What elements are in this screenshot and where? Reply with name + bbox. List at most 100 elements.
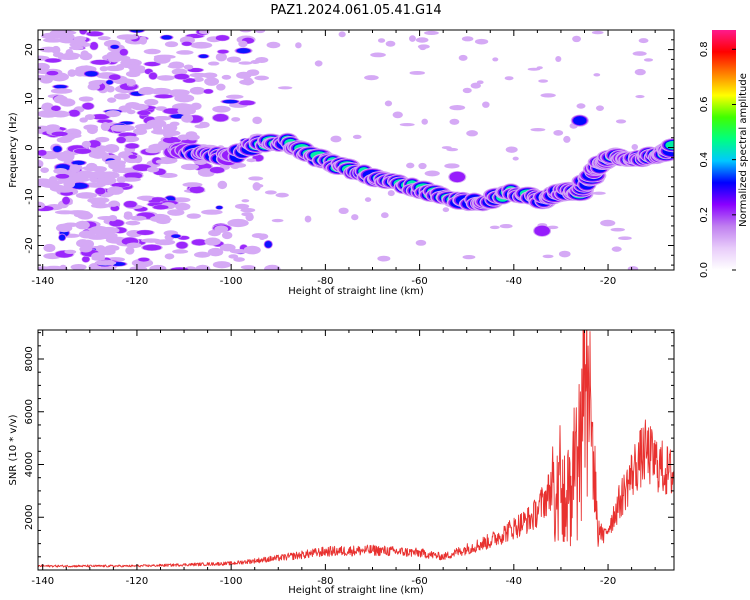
noise-blob — [183, 64, 194, 70]
noise-blob — [591, 30, 604, 35]
noise-blob — [71, 182, 88, 189]
noise-blob — [215, 52, 227, 62]
noise-blob — [595, 105, 604, 111]
noise-blob — [415, 239, 427, 246]
noise-blob — [90, 203, 111, 209]
noise-blob — [150, 87, 172, 95]
noise-blob — [408, 35, 416, 42]
noise-blob — [75, 192, 98, 199]
noise-blob — [43, 37, 64, 43]
noise-blob — [364, 75, 379, 81]
y-tick-label: 8000 — [24, 346, 35, 371]
noise-blob — [415, 37, 429, 43]
noise-blob — [59, 234, 66, 241]
noise-blob — [126, 109, 136, 115]
noise-blob — [170, 267, 189, 270]
noise-blob — [183, 78, 196, 83]
noise-blob — [482, 101, 490, 108]
noise-blob — [43, 243, 56, 253]
noise-blob — [79, 52, 93, 61]
noise-blob — [78, 96, 94, 102]
snr-y-axis-label: SNR (10 * v/v) — [8, 414, 19, 485]
noise-blob — [242, 77, 254, 86]
noise-blob — [418, 162, 427, 170]
x-tick-label: -60 — [411, 576, 427, 587]
noise-blob — [444, 163, 460, 169]
noise-blob — [95, 245, 106, 253]
noise-blob — [243, 245, 261, 255]
noise-blob — [239, 30, 252, 33]
noise-blob — [176, 50, 194, 55]
noise-blob — [95, 176, 117, 186]
secondary-blob — [534, 225, 550, 237]
noise-blob — [58, 33, 75, 41]
noise-blob — [226, 56, 242, 63]
noise-blob — [45, 124, 61, 131]
noise-blob — [87, 197, 105, 204]
noise-blob — [85, 162, 98, 172]
noise-blob — [314, 60, 323, 67]
noise-blob — [632, 51, 647, 56]
noise-blob — [109, 219, 124, 227]
noise-blob — [461, 36, 474, 42]
noise-blob — [132, 164, 152, 171]
noise-blob — [610, 227, 625, 232]
noise-blob — [555, 56, 562, 62]
noise-blob — [462, 87, 472, 94]
noise-blob — [250, 60, 261, 64]
noise-blob — [217, 180, 228, 190]
noise-blob — [45, 58, 61, 63]
noise-blob — [123, 211, 133, 217]
noise-blob — [110, 44, 119, 49]
noise-blob — [107, 97, 117, 103]
noise-blob — [85, 71, 98, 77]
noise-blob — [222, 99, 238, 104]
noise-blob — [572, 35, 582, 43]
noise-blob — [540, 93, 556, 98]
noise-blob — [212, 261, 231, 269]
noise-blob — [110, 124, 130, 132]
noise-blob — [215, 35, 230, 41]
noise-blob — [241, 212, 253, 217]
noise-blob — [146, 119, 167, 128]
noise-blob — [248, 176, 264, 181]
noise-blob — [351, 214, 359, 221]
noise-blob — [458, 54, 468, 61]
noise-blob — [75, 170, 96, 179]
noise-blob — [406, 162, 415, 169]
noise-blob — [89, 42, 98, 50]
x-tick-label: -20 — [600, 576, 616, 587]
colorbar-tick-label: 0.0 — [699, 262, 710, 278]
noise-blob — [164, 41, 179, 48]
noise-blob — [68, 109, 80, 117]
noise-blob — [189, 186, 205, 194]
noise-blob — [377, 38, 386, 43]
noise-blob — [62, 196, 70, 205]
noise-blob — [236, 48, 251, 54]
noise-blob — [203, 89, 214, 94]
noise-blob — [254, 75, 270, 81]
noise-blob — [476, 80, 484, 85]
noise-blob — [194, 124, 207, 129]
noise-blob — [177, 106, 196, 116]
noise-blob — [338, 207, 349, 215]
noise-blob — [156, 75, 175, 81]
noise-blob — [55, 173, 70, 179]
noise-blob — [199, 54, 209, 59]
noise-blob — [635, 94, 645, 99]
noise-blob — [264, 190, 277, 195]
noise-blob — [108, 74, 121, 81]
noise-blob — [384, 100, 393, 107]
spectrogram-x-ticks: -140 -120 -100 -80 -60 -40 -20 — [31, 30, 656, 287]
noise-blob — [111, 182, 130, 188]
noise-blob — [638, 38, 649, 44]
noise-blob — [219, 243, 236, 252]
noise-blob — [275, 192, 289, 198]
x-tick-label: -60 — [411, 276, 427, 287]
noise-blob — [631, 143, 639, 151]
snr-y-ticks: 2000 4000 6000 8000 — [24, 332, 674, 558]
noise-blob — [44, 253, 55, 258]
noise-blob — [124, 172, 143, 179]
noise-blob — [611, 246, 622, 252]
noise-blob — [125, 220, 141, 226]
